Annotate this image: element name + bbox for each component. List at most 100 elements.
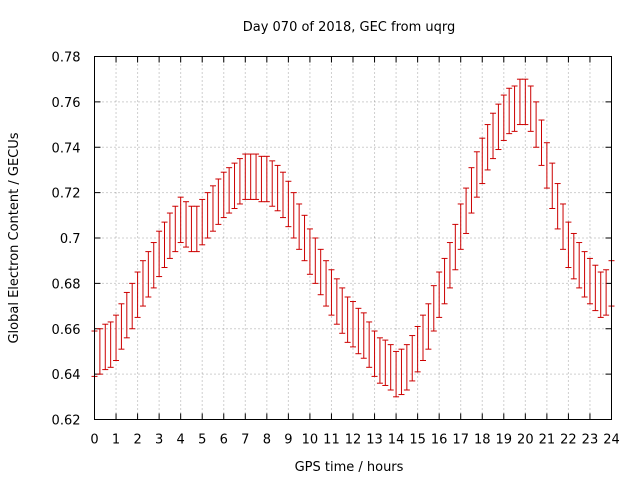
chart-title: Day 070 of 2018, GEC from uqrg — [243, 20, 456, 35]
error-bar — [457, 203, 464, 250]
x-tick-label: 9 — [284, 433, 292, 448]
error-bar — [511, 85, 518, 132]
error-bar — [586, 257, 593, 305]
error-bar — [446, 242, 453, 289]
error-bar — [209, 185, 216, 232]
error-bar — [183, 201, 190, 248]
error-bar — [463, 187, 470, 234]
error-bar — [473, 151, 480, 198]
x-tick-label: 19 — [496, 433, 513, 448]
error-bar — [441, 257, 448, 305]
error-bar — [344, 296, 351, 343]
error-bar — [339, 287, 346, 334]
x-tick-label: 15 — [409, 433, 426, 448]
error-bar — [468, 167, 475, 214]
error-bar — [253, 153, 260, 200]
error-bar — [231, 162, 238, 210]
error-bar — [296, 203, 303, 250]
error-bar — [522, 78, 529, 126]
error-bar — [570, 232, 577, 280]
x-tick-label: 10 — [302, 433, 319, 448]
error-bar — [436, 271, 443, 318]
error-bar — [376, 337, 383, 384]
error-bar — [576, 242, 583, 289]
x-tick-label: 24 — [603, 433, 620, 448]
error-bar — [538, 119, 545, 166]
error-bar — [560, 203, 567, 250]
error-bar — [425, 303, 432, 350]
x-tick-label: 12 — [345, 433, 362, 448]
y-tick-label: 0.64 — [52, 368, 81, 383]
error-bar — [150, 242, 157, 289]
error-bar — [199, 198, 206, 246]
error-bar — [597, 271, 604, 318]
error-bar — [328, 269, 335, 316]
error-bar — [355, 307, 362, 355]
error-bar — [479, 137, 486, 185]
error-bar — [360, 312, 367, 359]
error-bar — [393, 350, 400, 398]
y-axis-label: Global Electron Content / GECUs — [7, 132, 22, 343]
error-bar — [188, 205, 195, 253]
x-tick-label: 1 — [112, 433, 120, 448]
error-bar — [527, 85, 534, 132]
y-tick-label: 0.7 — [60, 232, 81, 247]
x-tick-label: 17 — [452, 433, 469, 448]
error-bar — [581, 251, 588, 298]
x-tick-label: 2 — [133, 433, 141, 448]
error-bar — [452, 223, 459, 271]
error-bar — [490, 112, 497, 160]
error-bar — [371, 330, 378, 377]
error-bar — [215, 178, 222, 225]
error-bar — [177, 196, 184, 244]
error-bar — [484, 124, 491, 171]
y-tick-label: 0.78 — [52, 51, 81, 66]
y-tick-label: 0.68 — [52, 277, 81, 292]
error-bar — [592, 264, 599, 312]
y-tick-label: 0.66 — [52, 323, 81, 338]
error-bar — [500, 94, 507, 141]
error-bar — [414, 325, 421, 373]
error-bar — [102, 323, 109, 371]
x-tick-label: 20 — [517, 433, 534, 448]
error-bar — [145, 251, 152, 298]
gec-series — [91, 78, 615, 398]
error-bar — [193, 205, 200, 253]
error-bar — [139, 260, 146, 307]
error-bar — [506, 87, 513, 135]
error-bar — [161, 221, 168, 268]
error-bar — [312, 237, 319, 284]
error-bar — [236, 158, 243, 205]
error-bar — [603, 269, 610, 316]
x-tick-label: 6 — [220, 433, 228, 448]
x-tick-label: 21 — [539, 433, 556, 448]
error-bar — [129, 282, 136, 330]
error-bar — [565, 221, 572, 268]
error-bar — [134, 271, 141, 318]
error-bar — [317, 248, 324, 296]
error-bar — [242, 153, 249, 200]
x-tick-label: 16 — [431, 433, 448, 448]
error-bar — [263, 155, 270, 203]
x-tick-label: 5 — [198, 433, 206, 448]
x-tick-label: 22 — [560, 433, 577, 448]
error-bar — [366, 321, 373, 368]
error-bar — [204, 192, 211, 239]
error-bar — [156, 230, 163, 278]
x-axis-label: GPS time / hours — [295, 460, 404, 475]
error-bar — [549, 162, 556, 210]
error-bar — [166, 212, 173, 259]
error-bar — [554, 183, 561, 230]
error-bar — [420, 314, 427, 362]
error-bar — [350, 301, 356, 348]
error-bar — [403, 344, 410, 391]
x-tick-label: 14 — [388, 433, 405, 448]
y-axis-ticks: 0.62 0.64 0.66 0.68 0.7 0.72 0.74 0.76 0.78 — [52, 51, 612, 429]
x-tick-label: 7 — [241, 433, 249, 448]
y-tick-label: 0.72 — [52, 187, 81, 202]
x-tick-label: 3 — [155, 433, 163, 448]
error-bar — [516, 78, 523, 126]
error-bar — [118, 303, 125, 350]
error-bar — [258, 155, 265, 203]
error-bar — [226, 167, 233, 214]
